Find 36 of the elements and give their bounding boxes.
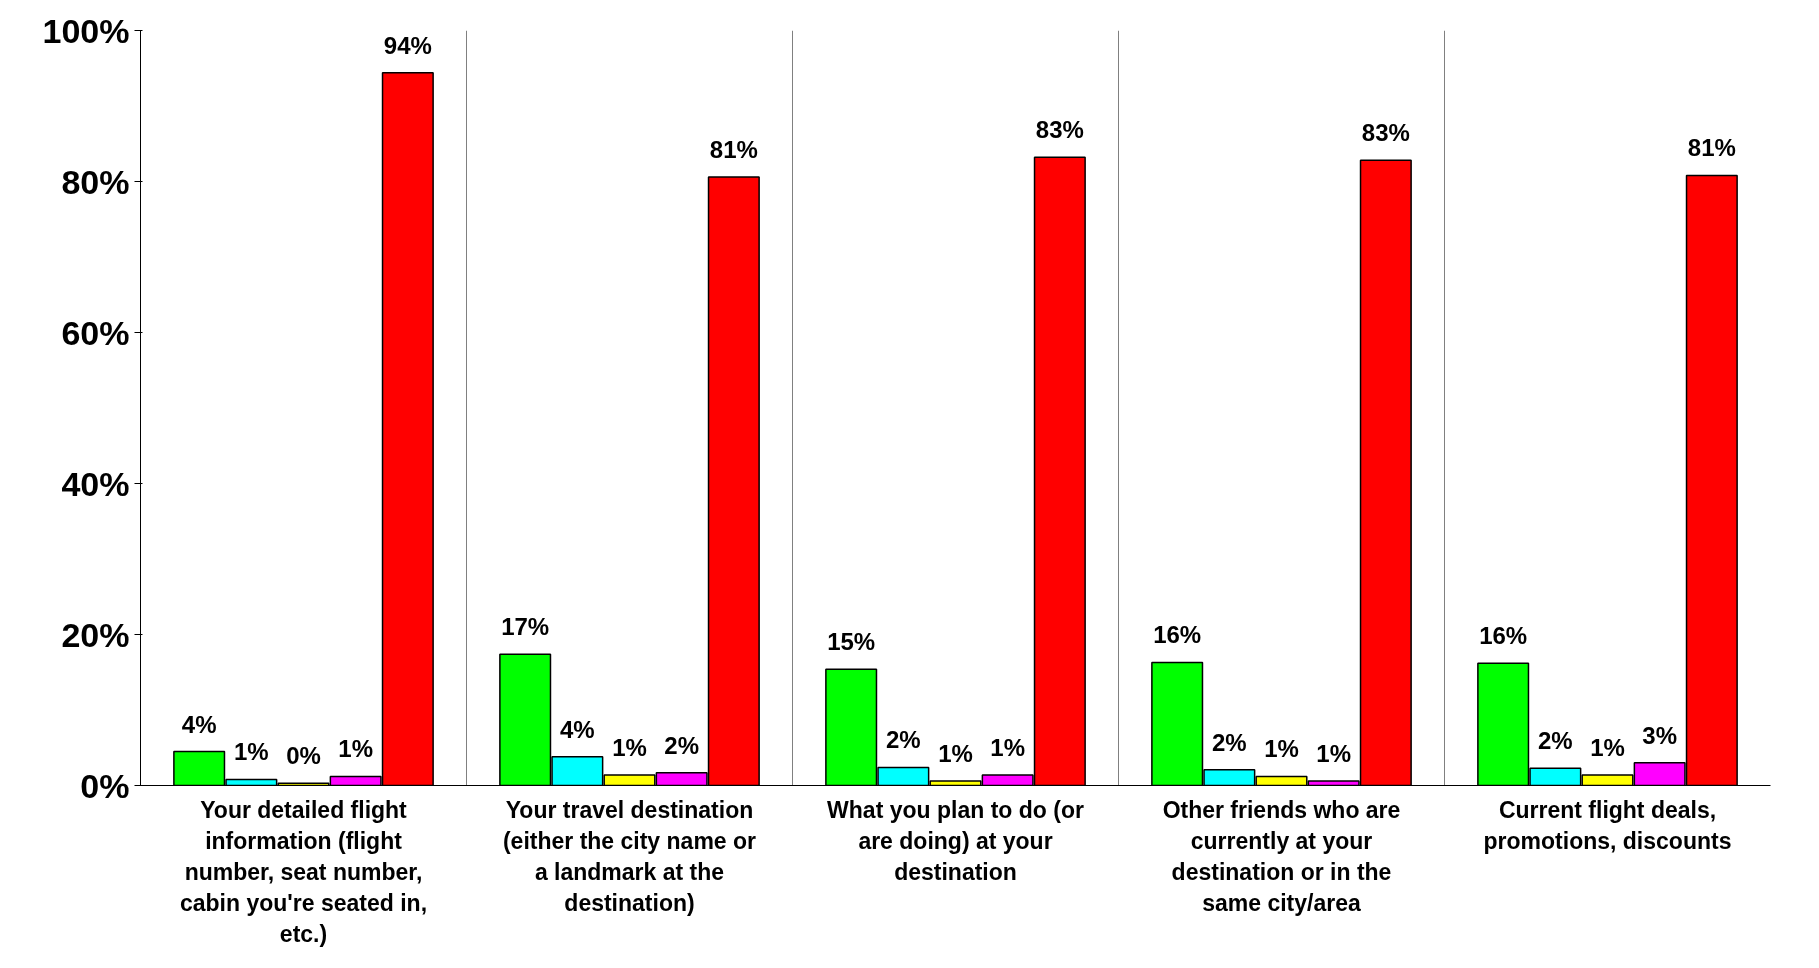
- data-label: 81%: [709, 135, 758, 163]
- data-label: 1%: [612, 733, 647, 761]
- x-tick-label: What you plan to do (or are doing) at your destination: [827, 796, 1084, 885]
- data-label: 81%: [1687, 134, 1736, 162]
- y-tick-label: 20%: [61, 615, 130, 654]
- data-label: 15%: [827, 628, 876, 656]
- data-label: 17%: [501, 613, 550, 641]
- data-label: 94%: [383, 31, 432, 59]
- data-label: 1%: [1264, 735, 1299, 763]
- data-label: 2%: [664, 731, 699, 759]
- data-label: 83%: [1361, 119, 1410, 147]
- data-label: 1%: [1590, 733, 1625, 761]
- y-tick-label: 80%: [61, 162, 130, 201]
- data-label: 0%: [286, 742, 321, 770]
- y-tick-label: 100%: [42, 11, 130, 50]
- data-label: 16%: [1153, 621, 1202, 649]
- data-label: 16%: [1479, 622, 1528, 650]
- y-tick-label: 60%: [61, 313, 130, 352]
- y-tick-label: 40%: [61, 464, 130, 503]
- data-label: 1%: [234, 738, 269, 766]
- data-label: 4%: [560, 715, 595, 743]
- data-label: 1%: [1316, 739, 1351, 767]
- x-tick-label: Other friends who are currently at your destination or in the same city/area: [1162, 796, 1401, 917]
- data-label: 2%: [886, 726, 921, 754]
- x-tick-label: Current flight deals, promotions, discounts: [1483, 796, 1732, 854]
- data-label: 1%: [338, 735, 373, 763]
- x-tick-label: Your detailed flight information (flight number, seat number, cabin you're seated in, etc.): [179, 796, 428, 948]
- data-label: 2%: [1212, 728, 1247, 756]
- data-label: 4%: [181, 710, 217, 738]
- data-label: 3%: [1642, 721, 1677, 749]
- y-tick-label: 0%: [80, 766, 130, 805]
- data-label: 1%: [938, 739, 973, 767]
- data-label: 2%: [1538, 727, 1573, 755]
- x-tick-label: Your travel destination (either the city name or a landmark at the destination): [502, 796, 757, 917]
- data-label: 83%: [1035, 116, 1084, 144]
- data-label: 1%: [990, 733, 1025, 761]
